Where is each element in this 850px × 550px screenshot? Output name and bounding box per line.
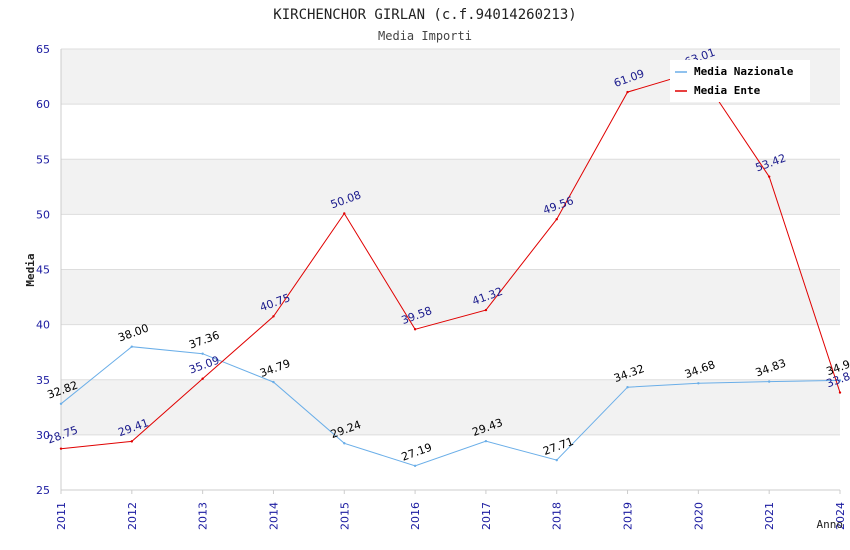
x-axis-label: Anno [817, 518, 844, 531]
y-tick-label: 65 [36, 43, 50, 56]
series-line-media-nazionale [60, 346, 841, 467]
grid-band [61, 159, 840, 215]
data-label-media-nazionale: 34.83 [754, 356, 788, 379]
data-point-media-nazionale [201, 352, 204, 355]
y-axis-ticks: 25 30 35 40 45 50 55 60 65 [36, 43, 50, 497]
data-point-media-nazionale [272, 380, 275, 384]
x-tick-label: 2021 [763, 502, 776, 530]
data-point-media-nazionale [838, 379, 842, 382]
data-point-media-ente [343, 212, 346, 215]
data-point-media-ente [201, 377, 204, 380]
legend: Media Nazionale Media Ente [670, 60, 810, 102]
x-tick-label: 2016 [409, 502, 422, 530]
chart-subtitle: Media Importi [378, 29, 472, 43]
x-tick-label: 2024 [834, 502, 847, 530]
data-label-media-nazionale: 34.79 [258, 357, 292, 380]
x-tick-label: 2018 [551, 502, 564, 530]
x-tick-label: 2014 [267, 502, 280, 530]
y-tick-label: 25 [36, 484, 50, 497]
legend-box [670, 60, 810, 102]
y-tick-label: 60 [36, 98, 50, 111]
x-tick-label: 2012 [126, 502, 139, 530]
data-point-media-nazionale [343, 442, 346, 445]
y-tick-label: 40 [36, 319, 50, 332]
legend-label-media-nazionale: Media Nazionale [694, 65, 794, 78]
data-point-media-ente [555, 218, 558, 221]
data-point-media-ente [59, 447, 63, 450]
x-tick-label: 2020 [692, 502, 705, 530]
grid-band [61, 269, 840, 325]
data-point-media-ente [838, 391, 842, 394]
x-tick-label: 2011 [55, 502, 68, 530]
data-label-media-ente: 35.09 [187, 354, 221, 377]
data-point-media-ente [413, 328, 417, 331]
data-point-media-nazionale [130, 345, 134, 348]
data-point-media-ente [767, 175, 771, 178]
data-point-media-nazionale [626, 386, 629, 389]
data-point-media-ente [484, 308, 488, 312]
data-point-media-nazionale [484, 439, 488, 443]
data-point-media-ente [130, 440, 134, 443]
data-point-media-nazionale [767, 380, 771, 383]
x-tick-label: 2019 [622, 502, 635, 530]
y-tick-label: 45 [36, 264, 50, 277]
data-label-media-nazionale: 37.36 [187, 329, 221, 352]
data-label-media-nazionale: 27.19 [400, 441, 434, 464]
y-tick-label: 55 [36, 153, 50, 166]
x-tick-label: 2017 [480, 502, 493, 530]
data-label-media-nazionale: 27.71 [541, 435, 575, 458]
data-point-media-nazionale [697, 382, 700, 385]
data-point-media-ente [272, 315, 275, 318]
x-axis-ticks: 2011 2012 2013 2014 2015 2016 2017 2018 2019 2020… [55, 490, 847, 530]
data-point-media-nazionale [59, 402, 63, 405]
data-point-media-nazionale [413, 464, 417, 468]
chart-title: KIRCHENCHOR GIRLAN (c.f.94014260213) [273, 7, 576, 23]
y-tick-label: 35 [36, 374, 50, 387]
y-tick-label: 30 [36, 429, 50, 442]
data-label-media-nazionale: 34.68 [683, 358, 717, 381]
grid-bands [61, 49, 840, 435]
x-tick-label: 2013 [197, 502, 210, 530]
y-axis-label: Media [24, 253, 37, 286]
data-point-media-ente [626, 90, 629, 94]
axes [60, 49, 840, 491]
legend-label-media-ente: Media Ente [694, 84, 761, 97]
x-tick-label: 2015 [338, 502, 351, 530]
data-point-media-nazionale [555, 458, 558, 462]
y-tick-label: 50 [36, 208, 50, 221]
grid-band [61, 379, 840, 435]
